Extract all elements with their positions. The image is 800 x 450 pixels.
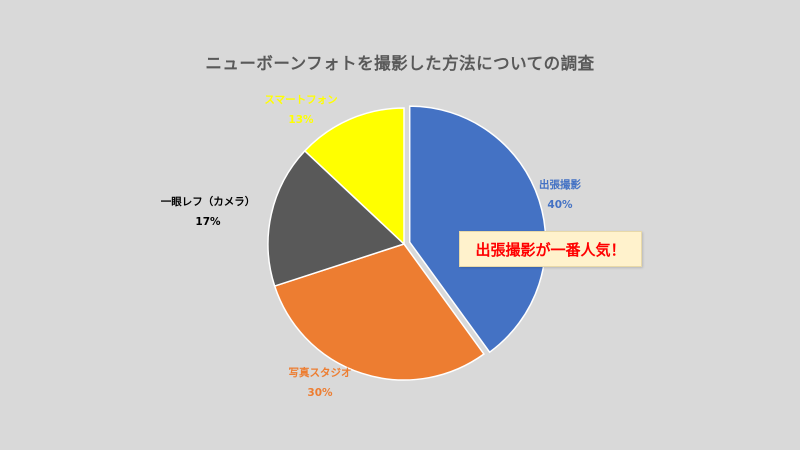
pie-slice-1 (273, 243, 485, 381)
annotation-text: 出張撮影が一番人気！ (475, 240, 626, 259)
slice-value-0: 40% (547, 199, 573, 211)
slice-label-3: スマートフォン (264, 94, 337, 106)
slice-value-2: 17% (195, 216, 221, 228)
pie-slice-3 (303, 107, 405, 246)
slice-value-3: 13% (288, 114, 314, 126)
annotation-callout: 出張撮影が一番人気！ (459, 231, 642, 267)
slice-value-1: 30% (307, 387, 333, 399)
pie-slice-2 (267, 149, 406, 287)
pie-slice-0 (408, 105, 547, 354)
slice-label-0: 出張撮影 (539, 178, 581, 191)
chart-title: ニューボーンフォトを撮影した方法についての調査 (205, 54, 595, 73)
slice-label-1: 写真スタジオ (289, 366, 352, 379)
slice-label-2: 一眼レフ（カメラ） (161, 195, 256, 208)
